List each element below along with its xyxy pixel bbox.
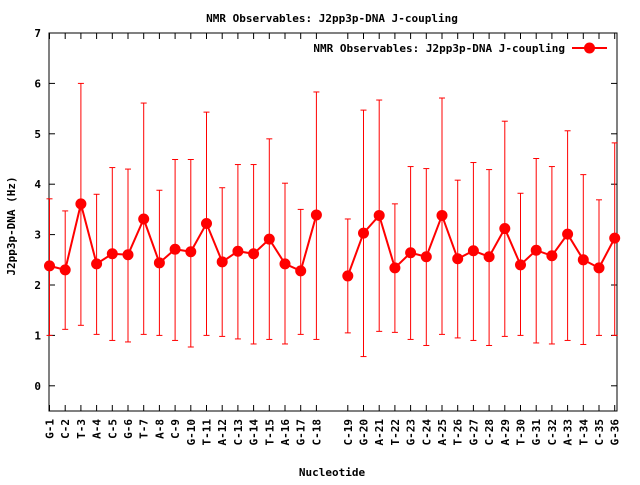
data-point bbox=[216, 256, 228, 268]
data-point bbox=[342, 270, 354, 282]
x-tick-label: C-9 bbox=[169, 419, 182, 439]
data-point bbox=[169, 243, 181, 255]
x-tick-label: G-20 bbox=[358, 419, 371, 446]
x-tick-label: A-8 bbox=[153, 419, 166, 439]
data-point bbox=[420, 251, 432, 263]
data-point bbox=[389, 262, 401, 274]
x-tick-label: T-30 bbox=[515, 419, 528, 446]
x-tick-label: A-25 bbox=[436, 419, 449, 446]
data-point bbox=[91, 258, 103, 270]
data-point bbox=[185, 246, 197, 258]
legend-label: NMR Observables: J2pp3p-DNA J-coupling bbox=[313, 42, 565, 55]
plot-border bbox=[48, 32, 618, 412]
x-tick-label: A-4 bbox=[91, 419, 104, 439]
plot-frame bbox=[48, 32, 618, 412]
x-tick-label: T-26 bbox=[452, 419, 465, 446]
x-tick-label: C-28 bbox=[483, 419, 496, 446]
data-point bbox=[452, 253, 464, 265]
x-tick-label: G-6 bbox=[122, 419, 135, 439]
data-point bbox=[122, 249, 134, 261]
x-tick-label: T-34 bbox=[577, 419, 590, 446]
x-tick-label: C-2 bbox=[59, 419, 72, 439]
x-axis-ticks: G-1 C-2 T-3 A-4 C-5 G-6 T-7 A-8 C-9 G-10 T-11 A-12 C… bbox=[44, 33, 622, 446]
data-point bbox=[232, 245, 244, 257]
x-tick-label: A-16 bbox=[279, 419, 292, 446]
data-point bbox=[593, 262, 605, 274]
data-point bbox=[248, 248, 260, 260]
legend: NMR Observables: J2pp3p-DNA J-coupling bbox=[313, 42, 607, 55]
data-point bbox=[279, 258, 291, 270]
y-tick-label: 4 bbox=[34, 178, 41, 191]
x-tick-label: G-14 bbox=[248, 419, 261, 446]
data-point bbox=[405, 247, 417, 259]
x-tick-label: C-5 bbox=[106, 419, 119, 439]
data-point bbox=[577, 254, 589, 266]
series-line bbox=[346, 212, 616, 277]
x-tick-label: C-19 bbox=[342, 419, 355, 446]
x-tick-label: C-18 bbox=[310, 419, 323, 446]
data-point bbox=[546, 250, 558, 262]
data-point bbox=[515, 259, 526, 271]
x-tick-label: G-1 bbox=[44, 419, 57, 439]
x-tick-label: A-33 bbox=[562, 419, 575, 446]
data-point bbox=[106, 248, 118, 260]
data-point bbox=[44, 260, 55, 272]
data-point bbox=[358, 227, 369, 239]
y-tick-label: 1 bbox=[34, 329, 41, 342]
y-tick-label: 2 bbox=[34, 279, 41, 292]
x-axis-label: Nucleotide bbox=[299, 466, 366, 479]
data-point bbox=[75, 198, 87, 210]
data-point bbox=[499, 223, 511, 235]
x-tick-label: C-35 bbox=[593, 419, 606, 446]
y-axis-ticks: 0 1 2 3 4 5 6 7 bbox=[34, 27, 617, 393]
data-point bbox=[201, 218, 212, 230]
x-tick-label: A-21 bbox=[373, 419, 386, 446]
y-axis-label: J2pp3p-DNA (Hz) bbox=[5, 176, 18, 275]
x-tick-label: G-23 bbox=[405, 419, 418, 446]
x-tick-label: T-3 bbox=[75, 419, 88, 439]
x-tick-label: G-10 bbox=[185, 419, 198, 446]
y-tick-label: 6 bbox=[34, 77, 41, 90]
data-point bbox=[436, 209, 448, 221]
x-tick-label: A-12 bbox=[216, 419, 229, 446]
y-tick-label: 0 bbox=[34, 380, 41, 393]
error-bars bbox=[46, 82, 618, 358]
series-line bbox=[49, 203, 318, 273]
data-point bbox=[263, 233, 275, 245]
data-point bbox=[153, 257, 165, 269]
x-tick-label: T-11 bbox=[201, 419, 214, 446]
data-point bbox=[483, 251, 495, 263]
x-tick-label: C-13 bbox=[232, 419, 245, 446]
data-point bbox=[310, 209, 322, 221]
data-point bbox=[609, 232, 621, 244]
x-tick-label: G-31 bbox=[530, 419, 543, 446]
x-tick-label: T-7 bbox=[138, 419, 151, 439]
series-lines bbox=[49, 203, 616, 277]
x-tick-label: T-22 bbox=[389, 419, 402, 446]
x-tick-label: G-17 bbox=[295, 419, 308, 446]
data-point bbox=[59, 264, 71, 276]
legend-marker bbox=[584, 42, 595, 54]
x-tick-label: G-36 bbox=[609, 419, 622, 446]
data-point bbox=[138, 213, 150, 225]
data-point bbox=[562, 228, 574, 240]
data-point bbox=[373, 209, 385, 221]
data-point bbox=[467, 245, 479, 257]
data-points bbox=[44, 198, 621, 282]
data-point bbox=[530, 244, 542, 256]
chart-title: NMR Observables: J2pp3p-DNA J-coupling bbox=[206, 12, 458, 25]
y-tick-label: 3 bbox=[34, 229, 41, 242]
x-tick-label: C-32 bbox=[546, 419, 559, 446]
x-tick-label: G-27 bbox=[467, 419, 480, 446]
x-tick-label: T-15 bbox=[263, 419, 276, 446]
x-tick-label: C-24 bbox=[420, 419, 433, 446]
data-point bbox=[295, 265, 307, 277]
y-tick-label: 7 bbox=[34, 27, 41, 40]
y-tick-label: 5 bbox=[34, 128, 41, 141]
x-tick-label: A-29 bbox=[499, 419, 512, 446]
